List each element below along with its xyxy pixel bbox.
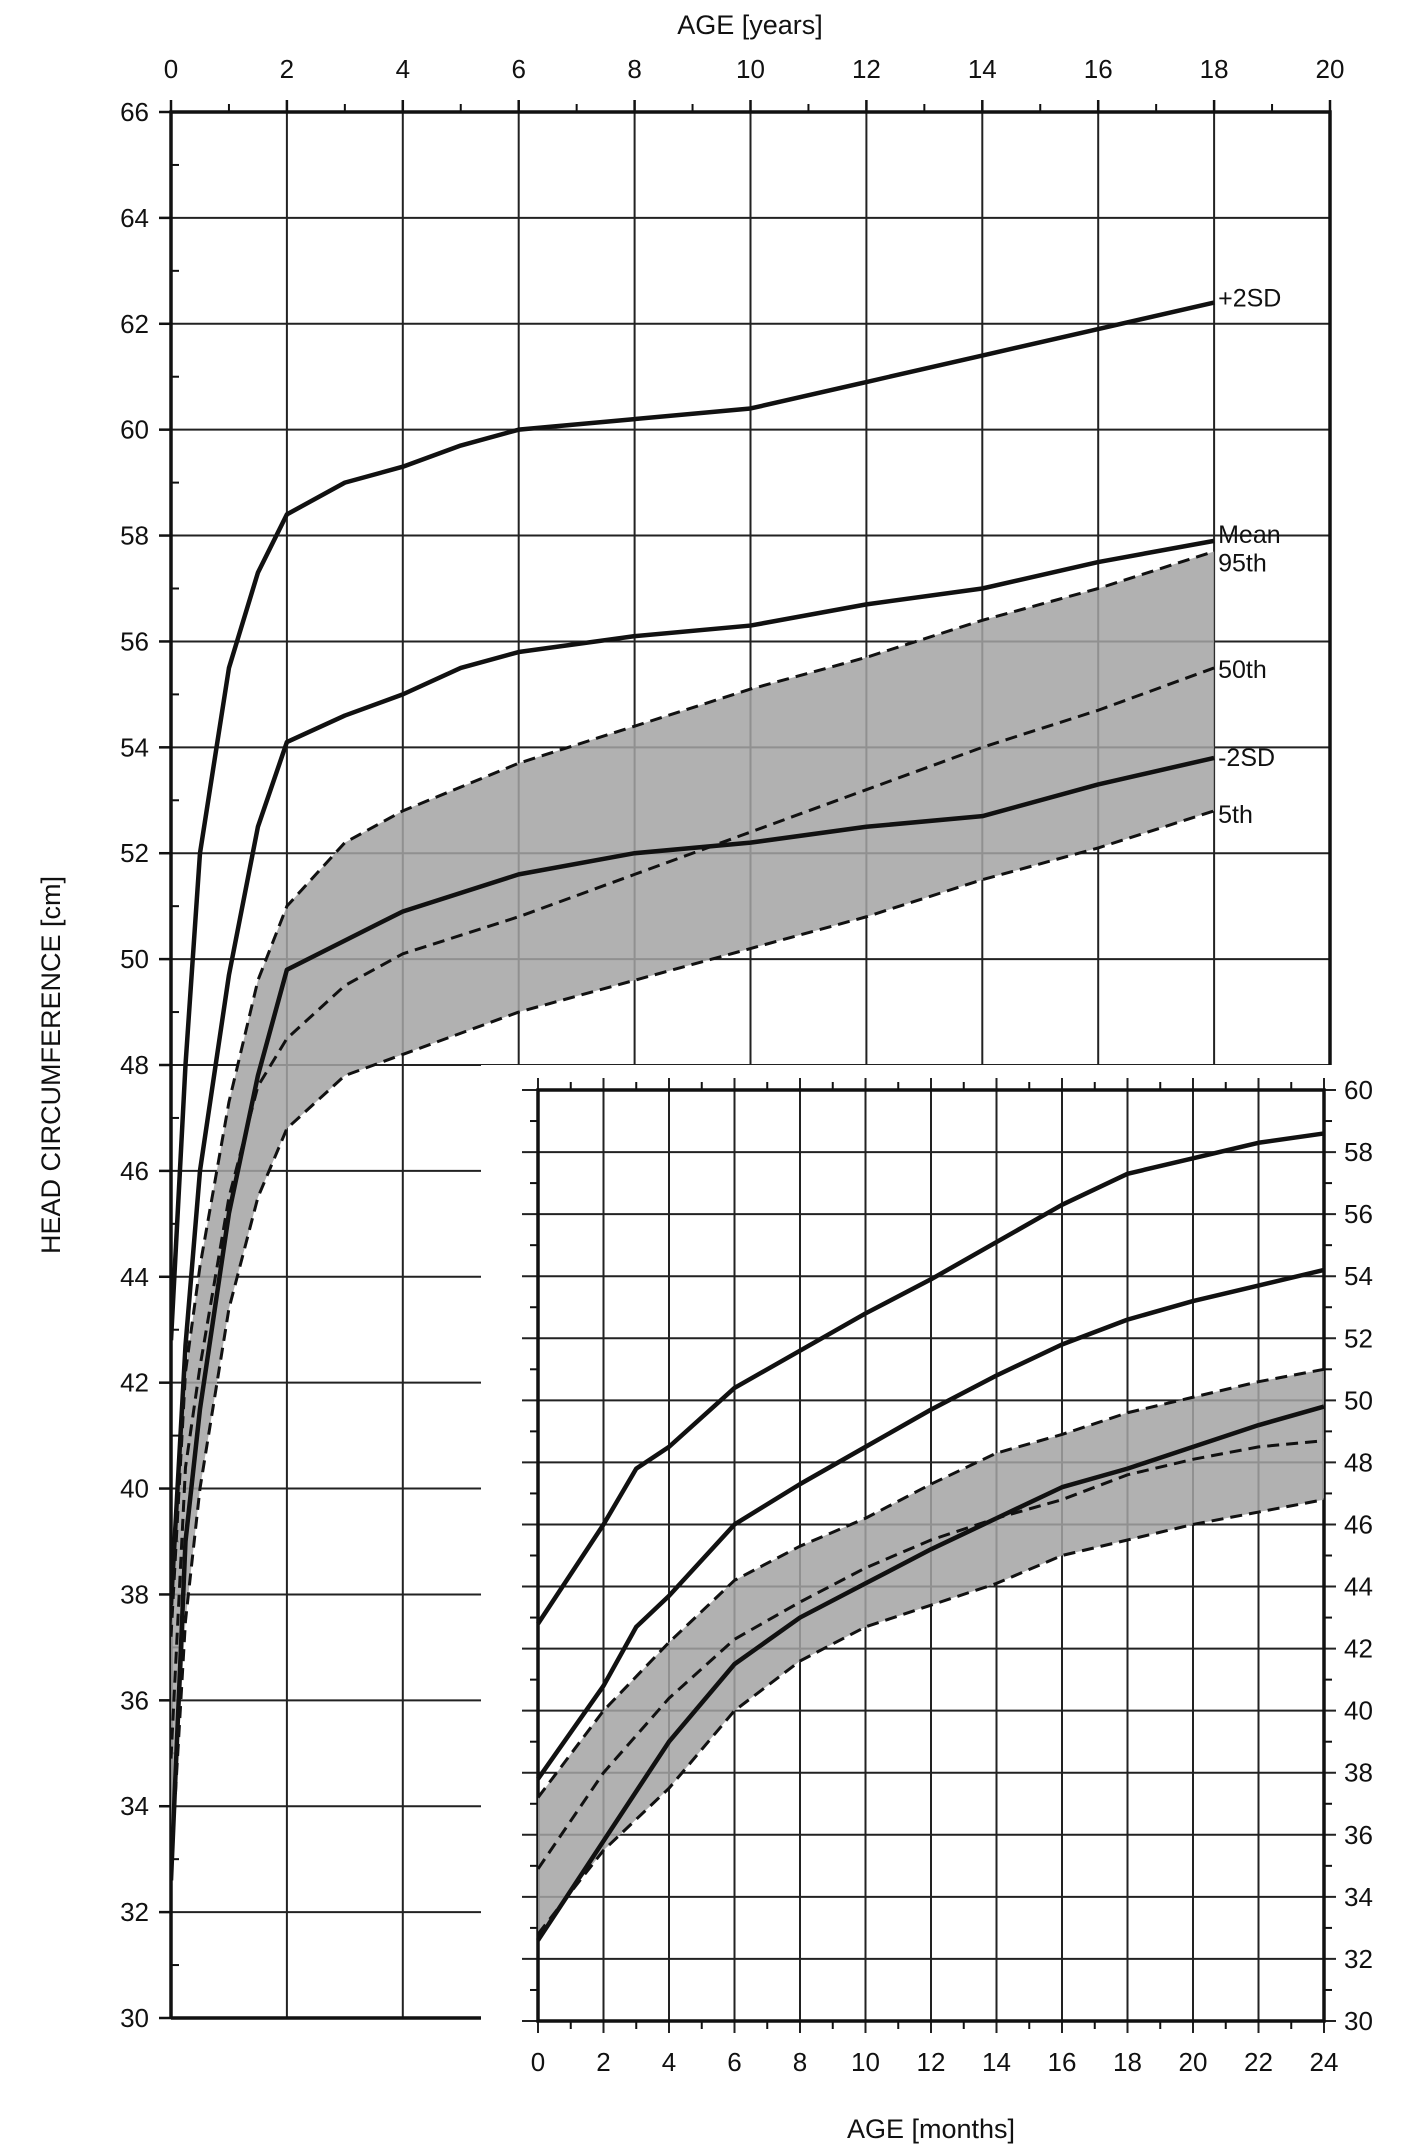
y-tick-label: 58	[1344, 1137, 1373, 1167]
y-tick-label: 32	[120, 1897, 149, 1927]
x-tick-label: 6	[727, 2047, 741, 2077]
y-tick-label: 46	[120, 1156, 149, 1186]
inset-frame	[536, 1088, 1326, 2023]
y-tick-label: 40	[120, 1474, 149, 1504]
x-tick-label: 12	[852, 54, 881, 84]
series-label-Mean: Mean	[1218, 521, 1281, 549]
y-tick-label: 66	[120, 97, 149, 127]
y-tick-label: 44	[120, 1262, 149, 1292]
y-tick-label: 48	[120, 1050, 149, 1080]
y-tick-label: 56	[1344, 1199, 1373, 1229]
y-tick-label: 58	[120, 521, 149, 551]
y-tick-label: 62	[120, 309, 149, 339]
series-line-minus2SD	[536, 1404, 1325, 1942]
x-tick-label: 10	[851, 2047, 880, 2077]
y-tick-label: 42	[1344, 1634, 1373, 1664]
series-line-5th	[171, 809, 1215, 1870]
x-tick-label: 10	[736, 54, 765, 84]
y-tick-label: 32	[1344, 1944, 1373, 1974]
x-tick-label: 18	[1200, 54, 1229, 84]
y-tick-label: 34	[120, 1791, 149, 1821]
y-tick-label: 40	[1344, 1696, 1373, 1726]
y-tick-label: 38	[120, 1579, 149, 1609]
x-tick-label: 2	[596, 2047, 610, 2077]
series-label-5th: 5th	[1218, 801, 1253, 829]
x-tick-label: 6	[511, 54, 525, 84]
y-tick-label: 60	[120, 415, 149, 445]
y-tick-label: 30	[1344, 2006, 1373, 2036]
series-line-minus2SD	[171, 755, 1215, 1881]
y-tick-label: 50	[1344, 1385, 1373, 1415]
x-tick-label: 24	[1310, 2047, 1339, 2077]
x-tick-label: 16	[1048, 2047, 1077, 2077]
y-tick-label: 38	[1344, 1758, 1373, 1788]
series-line-plus2SD	[536, 1131, 1325, 1626]
x-tick-label: 8	[793, 2047, 807, 2077]
y-tick-label: 42	[120, 1368, 149, 1398]
series-line-Mean	[171, 538, 1215, 1606]
series-label-50th: 50th	[1218, 656, 1267, 684]
y-tick-label: 52	[1344, 1323, 1373, 1353]
x-tick-label: 2	[280, 54, 294, 84]
series-line-50th	[536, 1439, 1325, 1870]
y-tick-label: 64	[120, 203, 149, 233]
x-tick-label: 14	[982, 2047, 1011, 2077]
x-tick-label: 16	[1084, 54, 1113, 84]
plot-frame	[169, 110, 1332, 2018]
y-tick-label: 52	[120, 838, 149, 868]
series-label-95th: 95th	[1218, 549, 1267, 577]
x-tick-label: 18	[1113, 2047, 1142, 2077]
series-line-50th	[171, 666, 1215, 1759]
x-tick-label: 0	[164, 54, 178, 84]
series-line-Mean	[536, 1267, 1325, 1781]
series-line-5th	[536, 1498, 1325, 1936]
series-line-95th	[171, 550, 1215, 1637]
x-tick-label: 12	[917, 2047, 946, 2077]
series-line-plus2SD	[171, 300, 1215, 1341]
shaded-band-95th-5th	[538, 1369, 1324, 1935]
y-tick-label: 44	[1344, 1572, 1373, 1602]
x-tick-label: 20	[1316, 54, 1345, 84]
x-tick-label: 14	[968, 54, 997, 84]
x-tick-label: 22	[1244, 2047, 1273, 2077]
y-tick-label: 30	[120, 2003, 149, 2033]
y-tick-label: 60	[1344, 1075, 1373, 1105]
y-tick-label: 36	[1344, 1820, 1373, 1850]
x-tick-label: 20	[1179, 2047, 1208, 2077]
x-axis-title-years: AGE [years]	[677, 10, 823, 40]
y-tick-label: 46	[1344, 1509, 1373, 1539]
series-label-plus2SD: +2SD	[1218, 285, 1281, 313]
y-tick-label: 56	[120, 626, 149, 656]
series-label-minus2SD: -2SD	[1218, 744, 1275, 772]
x-tick-label: 4	[396, 54, 410, 84]
y-tick-label: 36	[120, 1685, 149, 1715]
x-tick-label: 4	[662, 2047, 676, 2077]
shaded-band-95th-5th	[171, 551, 1215, 1870]
y-axis-title: HEAD CIRCUMFERENCE [cm]	[36, 876, 66, 1254]
y-tick-label: 34	[1344, 1882, 1373, 1912]
x-tick-label: 8	[627, 54, 641, 84]
y-tick-label: 48	[1344, 1447, 1373, 1477]
y-tick-label: 50	[120, 944, 149, 974]
x-tick-label: 0	[531, 2047, 545, 2077]
x-axis-title-months: AGE [months]	[847, 2114, 1015, 2144]
y-tick-label: 54	[1344, 1261, 1373, 1291]
series-line-95th	[536, 1367, 1325, 1799]
y-tick-label: 54	[120, 732, 149, 762]
